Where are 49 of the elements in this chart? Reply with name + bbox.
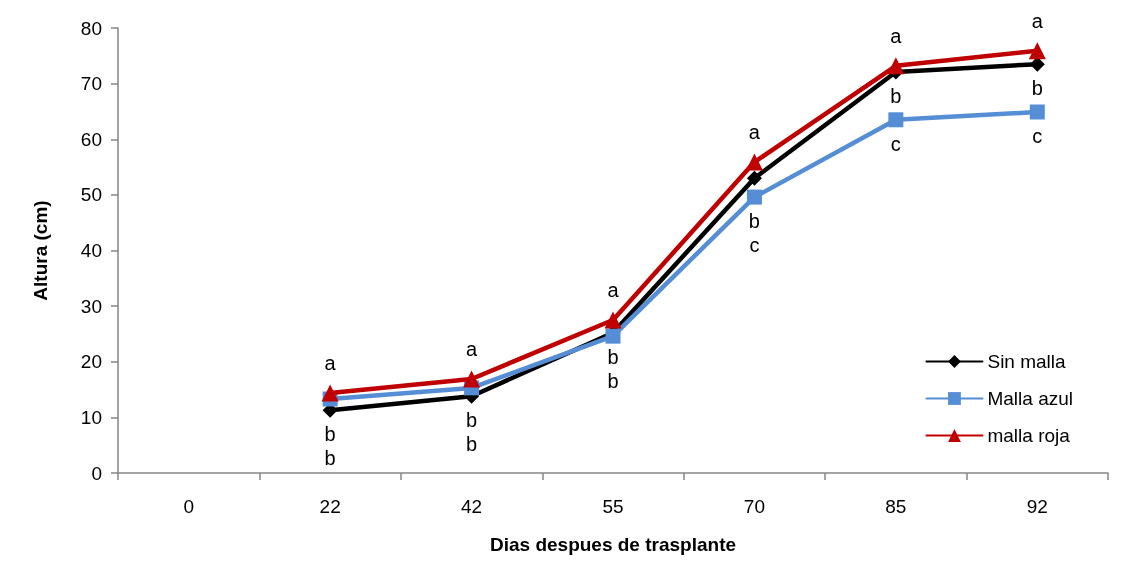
x-tick-label: 85 (885, 496, 907, 517)
legend-label: Sin malla (987, 351, 1067, 372)
data-label: c (1032, 124, 1043, 147)
point (746, 189, 762, 205)
y-tick-label: 0 (91, 462, 102, 484)
y-axis-title: Altura (cm) (30, 200, 51, 301)
point (463, 370, 481, 388)
data-label: b (890, 84, 902, 107)
data-label: c (749, 234, 760, 257)
data-label: b (607, 345, 619, 368)
legend-label: malla roja (987, 425, 1071, 446)
y-tick-label: 70 (80, 73, 102, 95)
point (745, 153, 763, 171)
point (746, 170, 762, 186)
x-axis-title: Dias despues de trasplante (489, 534, 737, 555)
x-tick-label: 42 (461, 496, 483, 517)
y-tick-label: 80 (80, 17, 102, 39)
data-label: b (607, 369, 619, 392)
data-label: b (324, 447, 336, 470)
y-tick-label: 10 (80, 406, 102, 428)
data-label: b (748, 210, 760, 233)
data-label: a (890, 24, 903, 47)
point (888, 112, 904, 128)
data-label: b (466, 433, 478, 456)
data-label: a (748, 121, 761, 144)
point (887, 57, 905, 75)
data-label: b (1031, 77, 1043, 100)
point (1029, 104, 1045, 120)
y-tick-label: 20 (80, 351, 102, 373)
data-label: a (1031, 9, 1044, 32)
data-label: c (890, 132, 901, 155)
x-tick-label: 22 (319, 496, 341, 517)
point (1028, 42, 1046, 60)
x-tick-label: 0 (183, 496, 194, 517)
point (321, 384, 339, 402)
legend-label: Malla azul (987, 388, 1074, 409)
data-label: a (607, 279, 620, 302)
point (604, 311, 622, 329)
x-tick-label: 70 (743, 496, 765, 517)
x-tick-label: 55 (602, 496, 624, 517)
data-label: b (324, 423, 336, 446)
data-label: a (466, 337, 479, 360)
x-tick-label: 92 (1026, 496, 1048, 517)
y-tick-label: 40 (80, 240, 102, 261)
y-tick-label: 50 (80, 184, 102, 206)
y-tick-label: 30 (80, 295, 102, 317)
y-tick-label: 60 (80, 128, 102, 150)
data-label: a (324, 351, 337, 374)
data-label: b (466, 409, 478, 432)
